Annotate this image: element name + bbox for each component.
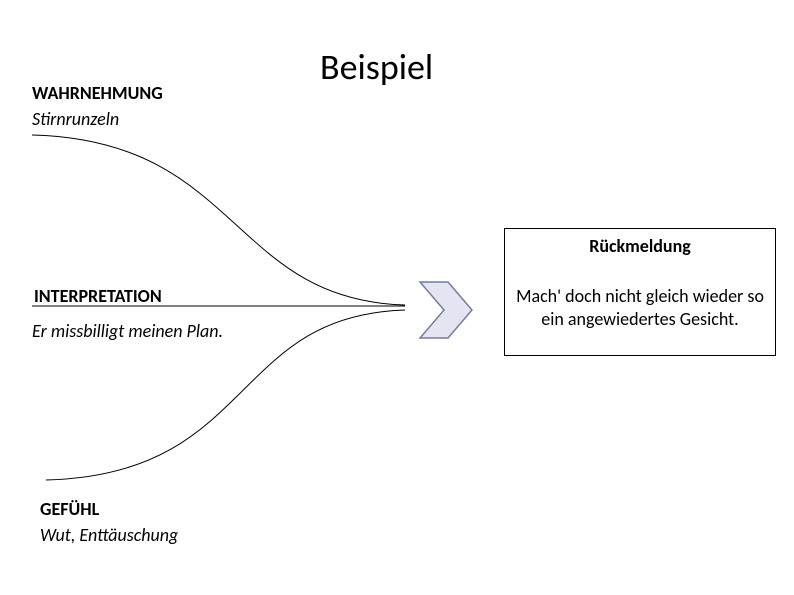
gefuehl-text: Wut, Enttäuschung (40, 524, 178, 546)
interpretation-text: Er missbilligt meinen Plan. (32, 320, 223, 342)
chevron-arrow-icon (420, 282, 472, 338)
interpretation-heading: INTERPRETATION (34, 285, 162, 307)
rueckmeldung-heading: Rückmeldung (515, 235, 765, 257)
curve-top (32, 135, 405, 305)
rueckmeldung-box: Rückmeldung Mach' doch nicht gleich wied… (504, 228, 776, 356)
wahrnehmung-heading: WAHRNEHMUNG (32, 82, 163, 104)
rueckmeldung-text: Mach' doch nicht gleich wieder so ein an… (515, 285, 765, 330)
gefuehl-heading: GEFÜHL (40, 498, 99, 520)
wahrnehmung-text: Stirnrunzeln (32, 108, 119, 130)
page-title: Beispiel (320, 45, 433, 89)
